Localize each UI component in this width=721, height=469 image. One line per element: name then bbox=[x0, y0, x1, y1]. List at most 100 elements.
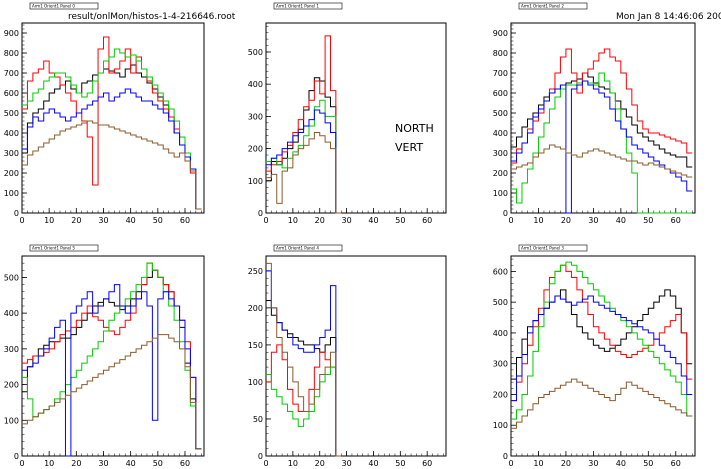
series-line-1 bbox=[511, 264, 693, 402]
y-tick-label: 100 bbox=[248, 177, 263, 186]
x-tick-label: 40 bbox=[126, 459, 136, 468]
y-tick-label: 300 bbox=[248, 112, 263, 121]
y-tick-label: 100 bbox=[493, 421, 508, 430]
panel-title: Arm1 Orient1 Panel 5 bbox=[32, 246, 75, 251]
panels-layer: Arm1 Orient1 Panel 001002003004005006007… bbox=[4, 2, 696, 468]
file-name-label: result/onlMon/histos-1-4-216646.root bbox=[68, 12, 236, 22]
panel-title: Arm1 Orient1 Panel 2 bbox=[521, 4, 564, 9]
panel-title: Arm1 Orient1 Panel 4 bbox=[276, 246, 319, 251]
x-tick-label: 50 bbox=[153, 459, 163, 468]
panel-title-box bbox=[29, 244, 99, 252]
y-tick-label: 200 bbox=[248, 304, 263, 313]
series-line-1 bbox=[266, 35, 342, 214]
series-line-3 bbox=[266, 270, 342, 457]
series-line-1 bbox=[511, 48, 693, 164]
x-tick-label: 60 bbox=[671, 216, 681, 225]
panel-title-box bbox=[518, 2, 588, 10]
y-tick-label: 500 bbox=[4, 273, 19, 282]
y-tick-label: 400 bbox=[4, 129, 19, 138]
y-tick-label: 300 bbox=[493, 360, 508, 369]
panel-title: Arm1 Orient1 Panel 3 bbox=[521, 246, 564, 251]
y-tick-label: 500 bbox=[4, 109, 19, 118]
series-line-0 bbox=[511, 72, 693, 168]
x-tick-label: 40 bbox=[368, 459, 378, 468]
panel-title-box bbox=[273, 2, 343, 10]
x-tick-label: 10 bbox=[288, 459, 298, 468]
north-label: NORTH bbox=[395, 122, 434, 135]
x-tick-label: 0 bbox=[19, 459, 24, 468]
x-tick-label: 40 bbox=[616, 216, 626, 225]
y-tick-label: 400 bbox=[4, 309, 19, 318]
y-tick-label: 100 bbox=[493, 189, 508, 198]
plot-frame bbox=[21, 255, 205, 457]
x-tick-label: 10 bbox=[288, 216, 298, 225]
series-line-4 bbox=[266, 131, 342, 214]
y-tick-label: 200 bbox=[248, 145, 263, 154]
series-line-1 bbox=[22, 262, 202, 450]
x-tick-label: 10 bbox=[533, 459, 543, 468]
series-line-0 bbox=[266, 299, 342, 457]
x-tick-label: 50 bbox=[395, 216, 405, 225]
x-tick-label: 20 bbox=[315, 216, 325, 225]
y-tick-label: 0 bbox=[258, 209, 263, 218]
x-tick-label: 20 bbox=[71, 216, 81, 225]
y-tick-label: 150 bbox=[248, 341, 263, 350]
y-tick-label: 100 bbox=[248, 378, 263, 387]
x-tick-label: 20 bbox=[71, 459, 81, 468]
y-tick-label: 600 bbox=[4, 89, 19, 98]
y-tick-label: 900 bbox=[493, 29, 508, 38]
series-line-3 bbox=[22, 284, 202, 457]
y-tick-label: 200 bbox=[4, 381, 19, 390]
x-tick-label: 60 bbox=[180, 459, 190, 468]
y-tick-label: 500 bbox=[248, 48, 263, 57]
panel-title: Arm1 Orient1 Panel 1 bbox=[276, 4, 319, 9]
plot-frame bbox=[265, 255, 447, 457]
y-tick-label: 300 bbox=[4, 149, 19, 158]
x-tick-label: 20 bbox=[561, 216, 571, 225]
x-tick-label: 20 bbox=[315, 459, 325, 468]
y-tick-label: 800 bbox=[493, 49, 508, 58]
series-line-2 bbox=[22, 48, 202, 210]
plot-frame bbox=[265, 22, 447, 214]
x-tick-label: 30 bbox=[98, 216, 108, 225]
x-tick-label: 50 bbox=[153, 216, 163, 225]
y-tick-label: 50 bbox=[253, 415, 263, 424]
y-tick-label: 700 bbox=[4, 69, 19, 78]
y-tick-label: 0 bbox=[503, 209, 508, 218]
x-tick-label: 0 bbox=[263, 216, 268, 225]
series-line-4 bbox=[266, 262, 342, 457]
x-tick-label: 50 bbox=[643, 459, 653, 468]
x-tick-label: 30 bbox=[588, 216, 598, 225]
series-line-4 bbox=[22, 334, 202, 450]
y-tick-label: 400 bbox=[493, 129, 508, 138]
panel-title: Arm1 Orient1 Panel 0 bbox=[32, 4, 75, 9]
plot-frame bbox=[510, 22, 696, 214]
x-tick-label: 0 bbox=[508, 459, 513, 468]
x-tick-label: 20 bbox=[561, 459, 571, 468]
y-tick-label: 600 bbox=[493, 267, 508, 276]
panel-0: Arm1 Orient1 Panel 001002003004005006007… bbox=[4, 2, 205, 225]
plot-frame bbox=[21, 22, 205, 214]
panel-5: Arm1 Orient1 Panel 3 0 100 200 300 400 500 600 0… bbox=[493, 244, 696, 468]
panel-3: Arm1 Orient1 Panel 5 0 100 200 300 400 500 0 10 2… bbox=[4, 244, 205, 468]
x-tick-label: 30 bbox=[342, 459, 352, 468]
y-tick-label: 600 bbox=[493, 89, 508, 98]
date-time-label: Mon Jan 8 14:46:06 2007 bbox=[616, 12, 721, 22]
series-line-3 bbox=[511, 80, 693, 214]
y-tick-label: 200 bbox=[493, 390, 508, 399]
series-line-2 bbox=[511, 261, 693, 420]
y-tick-label: 900 bbox=[4, 29, 19, 38]
x-tick-label: 60 bbox=[671, 459, 681, 468]
panel-title-box bbox=[29, 2, 99, 10]
plot-frame bbox=[510, 255, 696, 457]
series-line-4 bbox=[511, 144, 693, 178]
y-tick-label: 700 bbox=[493, 69, 508, 78]
y-tick-label: 500 bbox=[493, 298, 508, 307]
y-tick-label: 500 bbox=[493, 109, 508, 118]
y-tick-label: 300 bbox=[4, 345, 19, 354]
series-line-4 bbox=[22, 120, 202, 210]
x-tick-label: 10 bbox=[533, 216, 543, 225]
y-tick-label: 200 bbox=[493, 169, 508, 178]
series-line-4 bbox=[511, 378, 693, 429]
